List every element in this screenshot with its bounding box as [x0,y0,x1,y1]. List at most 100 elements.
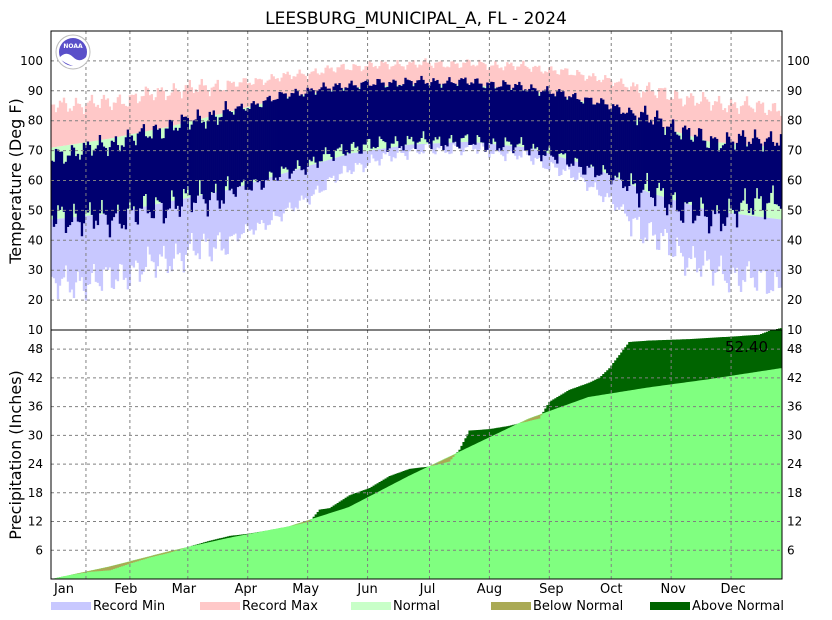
record-min-bar [274,175,277,216]
temperature-tick-left: 30 [28,263,43,277]
record-max-bar [749,107,753,146]
record-min-bar [78,216,82,281]
record-min-bar [292,170,295,212]
record-min-bar [60,218,64,279]
observed-temp-bar [180,114,183,207]
record-min-bar [200,195,203,240]
observed-temp-bar [120,145,124,229]
observed-temp-bar [252,101,255,180]
observed-temp-bar [596,102,599,176]
observed-temp-bar [550,93,553,156]
record-min-bar [648,192,651,224]
record-min-bar [190,197,193,233]
observed-temp-bar [362,81,365,145]
record-min-bar [64,217,68,266]
record-min-bar [546,152,549,170]
record-max-bar [424,58,427,85]
record-max-bar [580,74,583,102]
observed-temp-bar [522,90,525,145]
record-min-bar [92,215,96,265]
observed-temp-bar [745,146,749,204]
record-min-bar [592,167,595,188]
record-min-bar [142,206,146,272]
record-max-bar [683,104,687,135]
record-max-bar [210,87,213,117]
noaa-logo-text: NOAA [63,43,83,50]
record-max-bar [138,101,142,133]
record-min-bar [731,213,735,268]
observed-temp-bar [504,81,507,138]
record-max-bar [709,110,713,142]
record-max-bar [328,68,331,91]
precipitation-total-label: 52.40 [725,338,768,356]
record-min-bar [681,202,685,257]
observed-temp-bar [96,145,100,226]
record-min-bar [733,213,737,273]
record-max-bar [260,79,263,104]
observed-temp-bar [560,91,563,154]
observed-temp-bar [616,104,619,178]
temperature-tick-right: 40 [787,233,802,247]
observed-temp-bar [136,133,140,225]
record-max-bar [490,65,493,88]
record-min-bar [432,143,435,154]
observed-temp-bar [226,109,229,177]
observed-temp-bar [578,99,581,167]
record-min-bar [701,208,705,266]
precipitation-grid [51,330,782,579]
record-min-bar [70,217,74,290]
record-min-bar [270,176,273,221]
record-min-bar [160,203,164,257]
record-max-bar [739,106,743,145]
record-min-bar [616,178,619,208]
record-min-bar [600,170,603,197]
record-min-bar [242,185,245,234]
observed-temp-bar [779,134,783,209]
record-min-bar [276,175,279,217]
record-max-bar [66,111,70,146]
observed-temp-bar [310,88,313,162]
record-max-bar [286,71,289,98]
record-min-bar [66,217,70,282]
record-max-bar [162,90,166,128]
observed-temp-bar [681,127,685,223]
record-min-bar [650,193,653,223]
record-min-bar [741,214,745,281]
record-min-bar [620,179,623,207]
record-min-bar [683,203,687,276]
record-min-bar [444,142,447,153]
record-max-bar [248,82,251,107]
observed-temp-bar [246,108,249,190]
record-min-bar [152,204,156,263]
observed-temp-bar [326,88,329,155]
record-max-bar [560,69,563,98]
record-max-bar [703,96,707,141]
record-min-bar [775,218,779,278]
observed-temp-bar [210,114,213,193]
record-max-bar [280,77,283,99]
record-max-bar [70,110,74,145]
legend-label: Below Normal [533,599,623,614]
observed-temp-bar [340,87,343,145]
record-max-bar [646,85,649,123]
record-min-bar [717,211,721,267]
record-min-bar [326,160,329,180]
observed-temp-bar [572,94,575,166]
record-max-bar [220,90,223,114]
record-max-bar [773,102,777,148]
record-max-bar [324,67,327,92]
observed-temp-bar [428,85,431,144]
record-min-bar [88,215,92,285]
record-max-bar [308,73,311,94]
record-min-bar [72,217,76,299]
record-max-bar [176,90,180,125]
legend-swatch [51,602,91,610]
record-min-bar [374,149,377,162]
record-max-bar [174,88,178,126]
record-min-bar [232,188,235,235]
observed-temp-bar [612,104,615,181]
observed-temp-bar [566,99,569,165]
observed-temp-bar [436,79,439,140]
record-max-bar [474,66,477,86]
record-min-bar [126,209,130,290]
